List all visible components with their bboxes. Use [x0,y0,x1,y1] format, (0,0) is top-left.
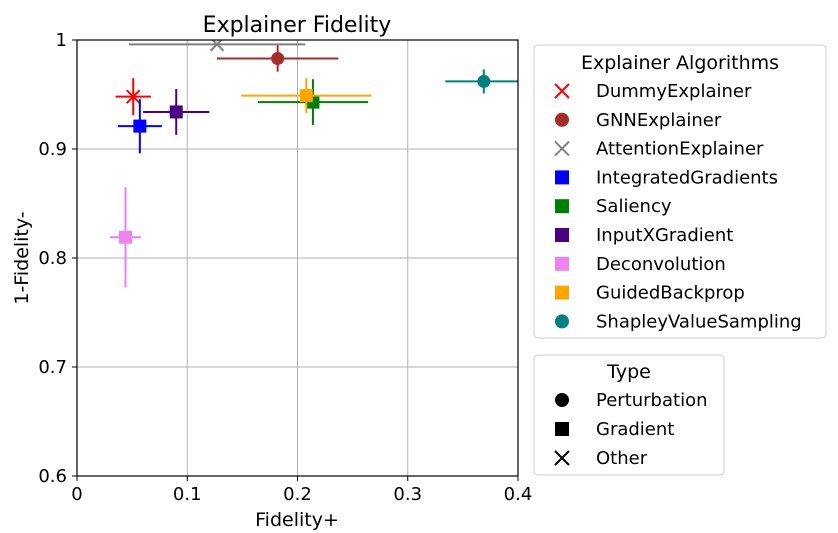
legend-label-other: Other [596,448,648,469]
marker-shapleyvaluesampling [477,74,491,88]
legend-explainer-algorithms-title: Explainer Algorithms [581,52,779,74]
point-inputxgradient [143,89,210,135]
legend-entry-dummyexplainer: DummyExplainer [554,81,752,102]
legend-label-integratedgradients: IntegratedGradients [596,167,778,188]
legend-marker-saliency [555,199,569,214]
legend-marker-perturbation [555,393,569,407]
legend-label-attentionexplainer: AttentionExplainer [596,139,764,160]
legend-marker-shapleyvaluesampling [555,314,569,329]
marker-gnnexplainer [271,52,285,66]
axis-ticks: 0 0.1 0.2 0.3 0.4 0.6 0.7 0.8 0.9 1 [38,30,532,505]
legend-type: Type Perturbation Gradient Other [533,354,725,476]
legend-label-gradient: Gradient [596,419,674,440]
legend-entry-attentionexplainer: AttentionExplainer [554,139,764,160]
point-shapleyvaluesampling [445,69,518,94]
point-guidedbackprop [241,78,372,114]
x-tick-label: 0.2 [283,484,312,505]
marker-dummyexplainer [126,89,141,104]
y-tick-label: 1 [56,30,67,51]
y-tick-label: 0.6 [38,466,67,487]
grid-lines [76,39,519,477]
x-tick-label: 0.1 [173,484,202,505]
y-tick-label: 0.9 [38,139,67,160]
legend-label-saliency: Saliency [596,196,672,217]
legend-entry-saliency: Saliency [555,196,672,217]
legend-entry-inputxgradient: InputXGradient [555,225,733,246]
plot-area-frame [76,39,519,477]
legend-label-shapleyvaluesampling: ShapleyValueSampling [596,311,802,332]
marker-guidedbackprop [299,89,313,103]
legend-marker-gradient [555,422,569,436]
legend-entry-deconvolution: Deconvolution [555,254,726,275]
y-axis-label: 1-Fidelity- [11,211,33,304]
legend-marker-inputxgradient [555,228,569,242]
chart-title: Explainer Fidelity [203,13,392,38]
legend-label-gnnexplainer: GNNExplainer [596,110,722,131]
legend-label-dummyexplainer: DummyExplainer [596,81,752,102]
point-gnnexplainer [217,45,339,72]
legend-marker-deconvolution [555,256,569,271]
legend-label-guidedbackprop: GuidedBackprop [596,283,745,304]
legend-marker-gnnexplainer [555,112,569,127]
legend-entry-integratedgradients: IntegratedGradients [555,167,778,188]
marker-inputxgradient [169,105,183,119]
legend-marker-integratedgradients [555,170,569,185]
data-points-group [110,40,518,288]
point-saliency [257,79,369,126]
point-deconvolution [110,187,141,288]
x-tick-label: 0.3 [393,484,422,505]
marker-deconvolution [119,230,133,244]
point-dummyexplainer [115,78,151,116]
marker-integratedgradients [133,119,147,133]
point-integratedgradients [117,98,162,154]
legend-entry-guidedbackprop: GuidedBackprop [555,283,745,304]
legend-marker-attentionexplainer [554,140,570,157]
legend-marker-guidedbackprop [555,285,569,300]
legend-marker-other [554,450,570,466]
legend-explainer-algorithms-frame [533,44,827,339]
x-axis-label: Fidelity+ [255,509,339,531]
x-tick-label: 0.4 [504,484,533,505]
y-tick-label: 0.8 [38,248,67,269]
legend-entry-perturbation: Perturbation [555,390,708,411]
legend-entry-other: Other [554,448,648,469]
legend-entry-gradient: Gradient [555,419,674,440]
y-tick-label: 0.7 [38,357,67,378]
data-points [110,40,518,288]
legend-entry-shapleyvaluesampling: ShapleyValueSampling [555,311,802,332]
x-tick-label: 0 [71,484,82,505]
legend-entry-gnnexplainer: GNNExplainer [555,110,722,131]
legend-label-deconvolution: Deconvolution [596,254,726,275]
legend-explainer-algorithms: Explainer Algorithms DummyExplainer GNNEx… [533,44,827,339]
legend-marker-dummyexplainer [554,83,570,99]
legend-type-title: Type [606,361,651,383]
legend-label-inputxgradient: InputXGradient [596,225,733,246]
legend-type-frame [533,354,725,476]
legend-label-perturbation: Perturbation [596,390,708,411]
